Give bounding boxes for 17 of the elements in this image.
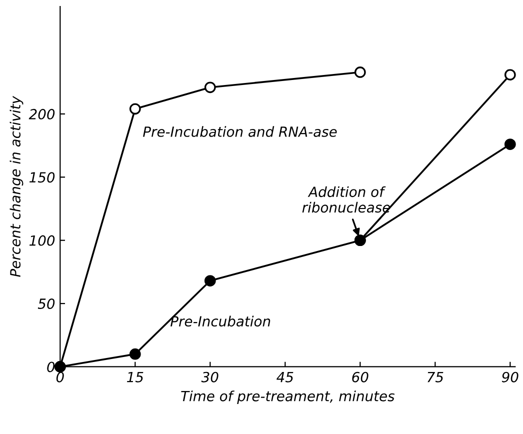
y-axis-title: Percent change in activity [10, 96, 24, 277]
y-tick-label: 200 [28, 108, 55, 120]
x-tick-label: 75 [428, 372, 444, 382]
x-tick-label: 90 [502, 372, 518, 382]
y-tick-label: 150 [29, 172, 55, 183]
x-tick-label: 15 [126, 372, 144, 382]
x-tick-label: 0 [56, 372, 64, 382]
x-tick-label: 30 [201, 372, 218, 382]
y-tick-label: 0 [47, 362, 55, 372]
y-tick-label: 50 [38, 298, 55, 310]
x-axis-title: Time of pre-treament, minutes [181, 390, 395, 404]
series-label: Pre-Incubation [170, 316, 270, 327]
y-tick-label: 100 [29, 235, 55, 246]
x-tick-label: 60 [352, 372, 368, 382]
x-tick-label: 45 [276, 372, 294, 382]
annotation: Addition of ribonuclease [302, 186, 390, 213]
series-label: Pre-Incubation and RNA-ase [143, 126, 337, 137]
